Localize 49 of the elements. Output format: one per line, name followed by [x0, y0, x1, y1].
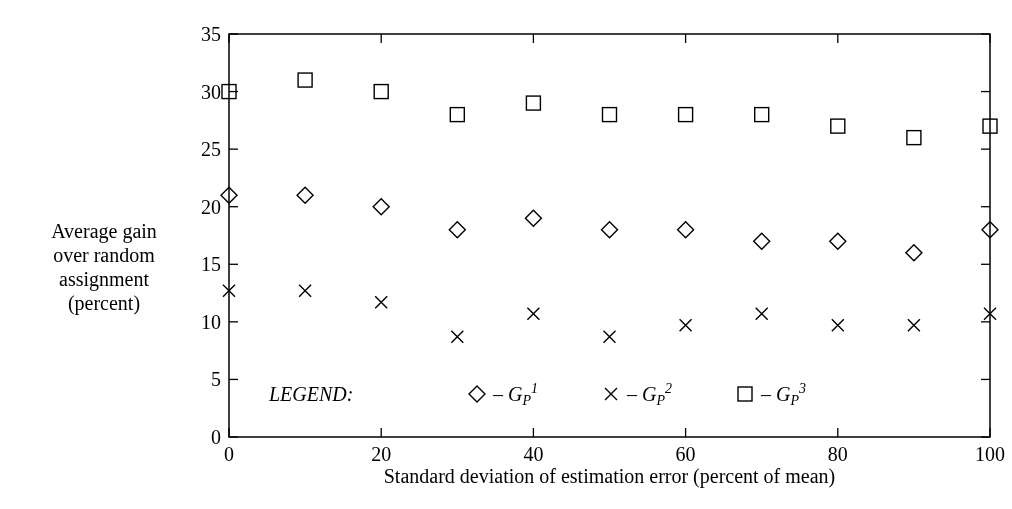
- x-tick-label: 100: [975, 443, 1005, 465]
- point: [829, 232, 847, 250]
- y-tick-label: 20: [201, 195, 221, 218]
- x-tick-label: 60: [675, 443, 696, 465]
- point: [373, 83, 389, 100]
- point: [601, 106, 618, 123]
- point: [753, 232, 771, 250]
- legend-title: LEGEND:: [268, 383, 354, 405]
- point: [297, 72, 313, 88]
- point: [831, 318, 845, 333]
- point: [981, 221, 999, 239]
- y-tick-label: 5: [211, 368, 221, 391]
- point: [600, 221, 619, 239]
- y-tick-label: 30: [201, 80, 221, 103]
- point: [830, 118, 846, 134]
- point: [754, 106, 770, 123]
- y-tick-label: 10: [201, 310, 221, 333]
- point: [222, 284, 236, 298]
- y-tick-label: 0: [211, 426, 221, 448]
- x-axis-title: Standard deviation of estimation error (percent of mean): [383, 465, 836, 488]
- point: [982, 118, 998, 134]
- x-tick-label: 20: [371, 443, 392, 465]
- point: [220, 186, 238, 204]
- y-axis-title: Average gain over random assignment (percent): [51, 220, 157, 315]
- point: [449, 106, 465, 123]
- point: [374, 295, 388, 309]
- x-tick-label: 80: [827, 443, 848, 465]
- point: [448, 221, 466, 239]
- point: [677, 106, 694, 123]
- point: [905, 244, 923, 262]
- point: [298, 284, 312, 298]
- point: [906, 129, 922, 146]
- y-tick-label: 35: [201, 23, 221, 45]
- point: [676, 221, 695, 239]
- point: [221, 83, 237, 100]
- point: [678, 318, 693, 333]
- point: [525, 95, 542, 111]
- point: [755, 307, 769, 321]
- point: [983, 307, 997, 321]
- point: [907, 318, 921, 333]
- point: [296, 186, 314, 204]
- x-tick-label: 40: [523, 443, 544, 465]
- point: [602, 330, 617, 344]
- point: [524, 209, 543, 227]
- point: [526, 307, 541, 321]
- point: [450, 330, 464, 344]
- point: [372, 198, 390, 216]
- y-tick-label: 15: [201, 253, 221, 276]
- y-tick-label: 25: [201, 138, 221, 161]
